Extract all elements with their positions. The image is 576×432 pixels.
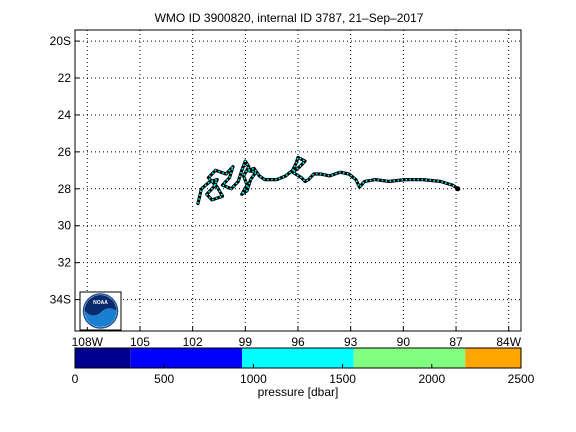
map-title: WMO ID 3900820, internal ID 3787, 21–Sep… [155,11,424,25]
latitude-labels: 20S 22 24 26 28 30 32 34S [50,34,79,307]
colorbar: 108W 105 102 99 96 93 90 87 84W 0 500 1000 1500 2000… [72,327,535,399]
colorbar-segment-3 [353,348,466,368]
lon-tick-label-6: 90 [397,335,411,349]
map-panel: 20S 22 24 26 28 30 32 34S NOAA [50,29,522,332]
colorbar-tick-label-5: 2500 [508,372,535,386]
colorbar-segment-4 [465,348,521,368]
lon-tick-label-3: 99 [239,335,253,349]
colorbar-ticks: 0 500 1000 1500 2000 2500 [72,364,535,386]
lon-tick-label-1: 105 [130,335,150,349]
colorbar-tick-label-2: 1000 [240,372,267,386]
track-end-point [455,186,461,192]
lat-tick-label-7: 34S [50,293,71,307]
colorbar-tick-label-4: 2000 [418,372,445,386]
lat-tick-label-1: 22 [58,71,72,85]
colorbar-tick-label-3: 1500 [329,372,356,386]
logo-seagull-top [84,295,117,316]
lon-tick-label-0: 108W [72,335,104,349]
colorbar-segments [75,348,521,368]
map-background [75,30,521,331]
colorbar-tick-label-1: 500 [154,372,174,386]
logo-water-bottom [84,308,117,327]
longitude-labels: 108W 105 102 99 96 93 90 87 84W [72,327,522,349]
lon-tick-label-8: 84W [496,335,521,349]
lon-tick-label-4: 96 [291,335,305,349]
colorbar-segment-1 [130,348,243,368]
lat-tick-label-6: 32 [58,256,72,270]
float-track [196,155,461,206]
lon-tick-label-7: 87 [449,335,463,349]
colorbar-segment-0 [75,348,131,368]
lat-tick-label-4: 28 [58,182,72,196]
track-line-outline [196,155,460,206]
colorbar-segment-2 [242,348,354,368]
noaa-logo: NOAA [79,291,122,331]
lat-tick-label-5: 30 [58,219,72,233]
colorbar-tick-label-0: 0 [72,372,79,386]
colorbar-frame [74,347,522,369]
lat-tick-label-3: 26 [58,145,72,159]
logo-text: NOAA [93,300,108,306]
lon-tick-label-5: 93 [344,335,358,349]
colorbar-label: pressure [dbar] [258,385,339,399]
lon-tick-label-2: 102 [183,335,203,349]
lat-tick-label-2: 24 [58,108,72,122]
lat-tick-label-0: 20S [50,34,71,48]
